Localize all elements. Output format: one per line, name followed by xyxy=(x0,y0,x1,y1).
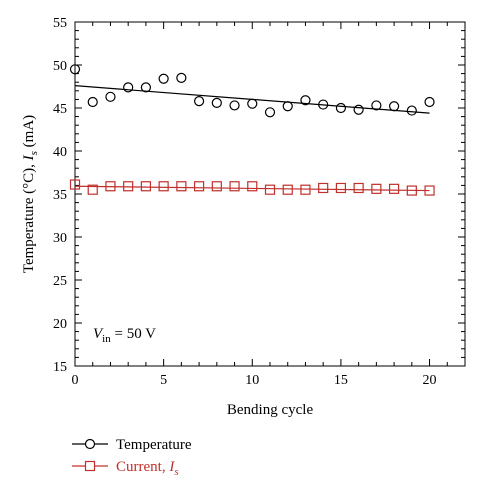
current-point xyxy=(211,181,222,192)
x-tick-label: 10 xyxy=(245,373,259,388)
temperature-point xyxy=(300,95,311,106)
temperature-point xyxy=(406,105,417,116)
temperature-point xyxy=(158,73,169,84)
x-tick-label: 20 xyxy=(423,373,437,388)
current-point xyxy=(282,184,293,195)
legend-current-main: Current, xyxy=(116,459,169,475)
temperature-point xyxy=(264,107,276,118)
tick-labels: 0 5 10 15 20 15 20 25 30 35 40 45 50 55 xyxy=(53,16,437,388)
legend-temperature-marker xyxy=(84,438,96,450)
current-point xyxy=(388,183,400,194)
current-point xyxy=(158,181,169,192)
current-point xyxy=(69,179,81,190)
y-tick-label: 15 xyxy=(53,360,67,375)
legend-item-current: Current, Is xyxy=(72,459,179,478)
y-axis-label-main: Temperature (°C), xyxy=(21,160,37,273)
x-tick-label: 5 xyxy=(160,373,167,388)
temperature-point xyxy=(318,99,329,110)
legend-temperature-label: Temperature xyxy=(116,437,192,453)
current-point xyxy=(229,181,240,192)
axis-ticks xyxy=(74,21,466,367)
current-point xyxy=(371,183,382,194)
temperature-point xyxy=(176,72,187,84)
x-tick-label: 15 xyxy=(334,373,348,388)
current-point xyxy=(193,181,205,192)
current-point xyxy=(353,182,364,194)
y-tick-label: 55 xyxy=(53,16,67,31)
legend-current-sub: s xyxy=(174,466,178,478)
current-fit-line xyxy=(74,185,430,192)
temperature-point xyxy=(388,101,400,112)
annotation-sub: in xyxy=(102,333,111,345)
temperature-point xyxy=(247,98,258,109)
legend-current-italic: I xyxy=(168,459,175,475)
current-point xyxy=(247,181,258,192)
y-axis-label-sub: s xyxy=(28,151,40,155)
temperature-point xyxy=(140,82,152,93)
y-axis-label-italic: I xyxy=(21,154,37,161)
current-point xyxy=(300,184,311,195)
current-point xyxy=(176,181,187,192)
legend-item-temperature: Temperature xyxy=(72,437,192,453)
temperature-point xyxy=(353,104,364,115)
temperature-point xyxy=(211,97,222,108)
current-point xyxy=(123,181,134,192)
annotation-rest: = 50 V xyxy=(111,326,156,342)
y-tick-label: 25 xyxy=(53,274,67,289)
temperature-point xyxy=(335,102,347,114)
legend-current-label: Current, Is xyxy=(116,459,179,478)
legend: Temperature Current, Is xyxy=(72,437,192,478)
current-point xyxy=(406,185,417,196)
y-tick-label: 30 xyxy=(53,231,67,246)
current-point xyxy=(318,182,329,194)
data-markers xyxy=(69,64,435,196)
x-axis-label: Bending cycle xyxy=(227,402,314,418)
current-point xyxy=(335,182,347,194)
y-tick-label: 50 xyxy=(53,59,67,74)
current-point xyxy=(105,181,116,192)
y-tick-label: 35 xyxy=(53,188,67,203)
temperature-point xyxy=(424,96,435,108)
temperature-point xyxy=(87,96,98,108)
current-point xyxy=(87,184,98,195)
y-tick-label: 40 xyxy=(53,145,67,160)
current-point xyxy=(140,181,152,192)
current-point xyxy=(424,185,435,196)
temperature-point xyxy=(193,96,205,107)
temperature-point xyxy=(371,100,382,111)
y-axis-label-tail: (mA) xyxy=(21,115,37,151)
y-axis-label: Temperature (°C), Is (mA) xyxy=(21,115,40,273)
vin-annotation: Vin = 50 V xyxy=(93,326,156,345)
x-tick-label: 0 xyxy=(72,373,79,388)
y-tick-label: 20 xyxy=(53,317,67,332)
temperature-point xyxy=(105,91,116,102)
y-tick-label: 45 xyxy=(53,102,67,117)
temperature-point xyxy=(229,100,240,111)
temperature-point xyxy=(282,101,293,112)
temperature-point xyxy=(123,82,134,93)
current-point xyxy=(264,184,276,195)
temperature-point xyxy=(69,64,81,75)
annotation-var: V xyxy=(93,326,104,342)
legend-current-marker xyxy=(84,460,96,472)
